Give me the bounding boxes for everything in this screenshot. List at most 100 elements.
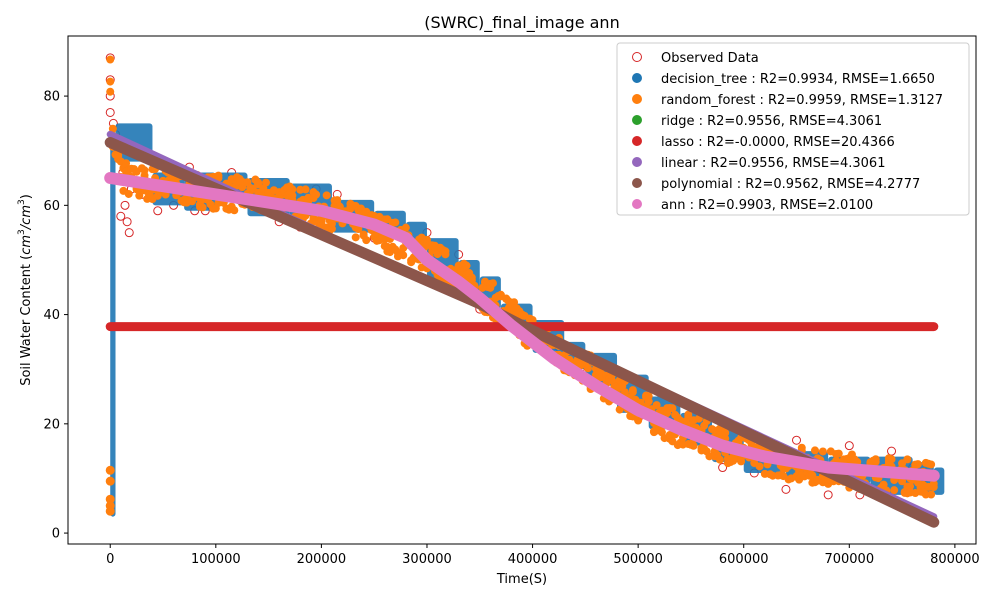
x-tick-label: 700000 xyxy=(824,552,874,567)
observed-data-point xyxy=(122,217,132,227)
random-forest-point xyxy=(583,364,592,373)
observed-data-point xyxy=(105,107,115,117)
y-tick-label: 60 xyxy=(43,199,60,214)
x-tick-label: 600000 xyxy=(719,552,769,567)
observed-data-point xyxy=(120,200,130,210)
random-forest-point xyxy=(124,189,133,198)
y-tick-label: 80 xyxy=(43,90,60,105)
random-forest-point xyxy=(927,460,936,469)
legend-marker xyxy=(632,73,642,83)
legend-label: ann : R2=0.9903, RMSE=2.0100 xyxy=(661,198,873,213)
random-forest-point xyxy=(333,196,342,205)
observed-data-point xyxy=(823,490,833,500)
random-forest-point xyxy=(140,166,149,175)
random-forest-point xyxy=(198,203,207,212)
ann-series-line xyxy=(104,172,940,482)
random-forest-point xyxy=(351,233,360,242)
y-axis-label-sup2: 3 xyxy=(17,199,27,205)
legend: Observed Data decision_tree : R2=0.9934, … xyxy=(616,42,970,216)
x-tick-label: 300000 xyxy=(402,552,452,567)
random-forest-point xyxy=(906,482,915,491)
x-tick-label: 200000 xyxy=(297,552,347,567)
random-forest-point xyxy=(644,392,653,401)
random-forest-point xyxy=(721,428,730,437)
random-forest-point xyxy=(890,486,899,495)
random-forest-point xyxy=(689,441,698,450)
legend-label: linear : R2=0.9556, RMSE=4.3061 xyxy=(661,156,885,171)
legend-label: lasso : R2=-0.0000, RMSE=20.4366 xyxy=(661,135,895,150)
random-forest-point xyxy=(254,178,263,187)
random-forest-point xyxy=(105,465,115,475)
random-forest-point xyxy=(488,279,497,288)
random-forest-point xyxy=(462,261,471,270)
random-forest-point xyxy=(399,244,408,253)
y-axis-label-close: ) xyxy=(19,194,34,199)
random-forest-point xyxy=(230,206,239,215)
y-axis-label-slash: / xyxy=(19,223,34,230)
legend-items: Observed Data decision_tree : R2=0.9934, … xyxy=(632,51,943,213)
y-axis-label: Soil Water Content (cm3/cm3) xyxy=(17,194,34,386)
legend-marker xyxy=(632,94,642,104)
random-forest-point xyxy=(834,449,843,458)
legend-label: Observed Data xyxy=(661,51,759,66)
y-axis-label-unit2: cm xyxy=(19,205,34,225)
random-forest-point xyxy=(122,159,131,168)
y-tick-label: 0 xyxy=(52,527,60,542)
random-forest-point xyxy=(401,223,410,232)
random-forest-point xyxy=(301,185,310,194)
random-forest-point xyxy=(106,55,115,64)
random-forest-point xyxy=(105,476,115,486)
random-forest-point xyxy=(399,251,408,260)
random-forest-point xyxy=(913,460,922,469)
random-forest-point xyxy=(903,455,912,464)
observed-data-point xyxy=(887,446,897,456)
observed-data-point xyxy=(844,441,854,451)
x-tick-label: 500000 xyxy=(613,552,663,567)
random-forest-point xyxy=(715,455,724,464)
legend-box xyxy=(616,42,970,216)
random-forest-point xyxy=(620,388,629,397)
random-forest-point xyxy=(652,401,661,410)
y-axis-label-sup1: 3 xyxy=(17,229,27,235)
random-forest-point xyxy=(510,298,519,307)
random-forest-point xyxy=(887,455,896,464)
random-forest-point xyxy=(261,178,270,187)
plot-frame xyxy=(67,35,977,545)
x-axis-label: Time(S) xyxy=(496,572,547,587)
legend-label: random_forest : R2=0.9959, RMSE=1.3127 xyxy=(661,93,943,108)
legend-marker xyxy=(632,136,642,146)
y-axis-label-unit1: cm xyxy=(19,235,34,255)
random-forest-point xyxy=(106,77,115,86)
random-forest-point xyxy=(668,404,677,413)
observed-data-point xyxy=(792,435,802,445)
y-tick-label: 40 xyxy=(43,308,60,323)
random-forest-point xyxy=(288,185,297,194)
random-forest-point xyxy=(615,405,624,414)
random-forest-point xyxy=(684,410,693,419)
y-axis-label-main: Soil Water Content ( xyxy=(19,255,34,386)
legend-label: decision_tree : R2=0.9934, RMSE=1.6650 xyxy=(661,72,935,87)
random-forest-point xyxy=(634,416,643,425)
y-axis-ticks: 0 20 40 60 80 xyxy=(43,90,68,542)
x-tick-label: 400000 xyxy=(508,552,558,567)
random-forest-point xyxy=(628,386,637,395)
observed-data-point xyxy=(718,463,728,473)
legend-label: ridge : R2=0.9556, RMSE=4.3061 xyxy=(661,114,882,129)
random-forest-point xyxy=(362,236,371,245)
random-forest-point xyxy=(105,494,115,504)
chart-title: (SWRC)_final_image ann xyxy=(424,13,619,33)
legend-label: polynomial : R2=0.9562, RMSE=4.2777 xyxy=(661,177,920,192)
random-forest-point xyxy=(106,87,115,96)
observed-data-point xyxy=(116,211,126,221)
legend-marker xyxy=(632,157,642,167)
x-axis-ticks: 0 100000 200000 300000 400000 500000 600000 700… xyxy=(106,544,980,567)
random-forest-point xyxy=(288,191,297,200)
legend-marker xyxy=(632,115,642,125)
random-forest-point xyxy=(871,455,880,464)
random-forest-point xyxy=(391,218,400,227)
random-forest-point xyxy=(810,446,819,455)
plot-marks xyxy=(104,53,945,528)
legend-marker xyxy=(632,52,642,62)
random-forest-point xyxy=(818,447,827,456)
